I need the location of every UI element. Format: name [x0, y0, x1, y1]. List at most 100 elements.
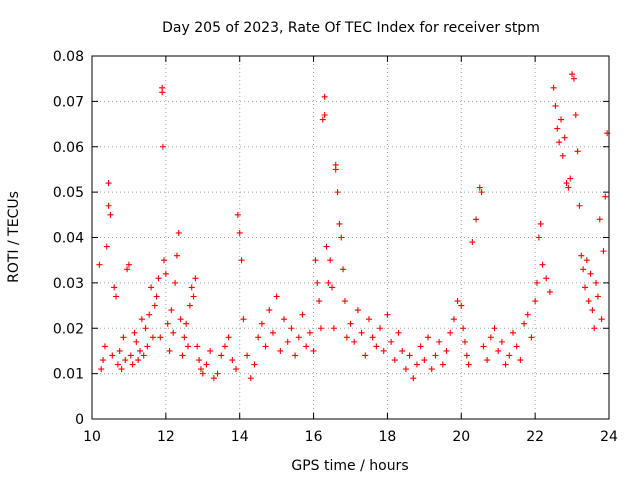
data-point — [569, 71, 576, 78]
data-point — [109, 352, 116, 359]
data-point — [587, 270, 594, 277]
data-point — [140, 352, 147, 359]
x-tick-label: 24 — [600, 429, 618, 445]
data-point — [159, 84, 166, 91]
data-point — [484, 357, 491, 364]
y-tick-label: 0.01 — [53, 367, 84, 383]
data-point — [550, 84, 557, 91]
data-point — [321, 111, 328, 118]
data-point — [299, 311, 306, 318]
data-point — [473, 216, 480, 223]
data-point — [428, 366, 435, 373]
data-point — [177, 316, 184, 323]
data-point — [214, 370, 221, 377]
data-point — [292, 352, 299, 359]
data-point — [186, 302, 193, 309]
axis-ticks: 10 12 14 16 18 20 22 24 0 0.01 0.02 0.03 0.04 0.05 0.0… — [53, 49, 618, 445]
data-point — [100, 357, 107, 364]
data-point — [524, 311, 531, 318]
data-point — [377, 325, 384, 332]
data-point — [170, 329, 177, 336]
data-point — [303, 343, 310, 350]
data-point — [107, 211, 114, 218]
data-point — [406, 352, 413, 359]
data-point — [521, 320, 528, 327]
data-point — [210, 375, 217, 382]
data-point — [306, 329, 313, 336]
data-point — [533, 279, 540, 286]
data-point — [199, 370, 206, 377]
data-point — [188, 284, 195, 291]
x-tick-label: 22 — [526, 429, 544, 445]
data-point — [185, 343, 192, 350]
x-tick-label: 16 — [305, 429, 323, 445]
data-point — [358, 329, 365, 336]
data-point — [240, 316, 247, 323]
grid-lines — [92, 56, 609, 419]
data-point — [365, 316, 372, 323]
data-point — [105, 180, 112, 187]
data-point — [159, 143, 166, 150]
data-point — [238, 257, 245, 264]
y-tick-label: 0.06 — [53, 140, 84, 156]
data-point — [314, 279, 321, 286]
data-point — [179, 352, 186, 359]
data-point — [98, 366, 105, 373]
data-point — [570, 75, 577, 82]
data-point — [295, 334, 302, 341]
data-point — [461, 338, 468, 345]
data-point — [323, 243, 330, 250]
data-point — [319, 116, 326, 123]
data-point — [458, 302, 465, 309]
data-point — [450, 316, 457, 323]
data-point — [463, 352, 470, 359]
data-point — [155, 275, 162, 282]
data-point — [539, 261, 546, 268]
data-point — [594, 293, 601, 300]
data-point — [498, 338, 505, 345]
data-point — [175, 229, 182, 236]
data-point — [436, 338, 443, 345]
data-point — [583, 257, 590, 264]
data-point — [432, 352, 439, 359]
data-point — [258, 320, 265, 327]
data-point — [229, 357, 236, 364]
data-point — [173, 252, 180, 259]
data-point — [192, 275, 199, 282]
data-point — [338, 234, 345, 241]
data-point — [312, 257, 319, 264]
data-point — [116, 347, 123, 354]
data-point — [563, 180, 570, 187]
data-point — [329, 284, 336, 291]
data-point — [557, 116, 564, 123]
x-tick-label: 12 — [157, 429, 175, 445]
data-point — [578, 252, 585, 259]
data-point — [476, 184, 483, 191]
data-point — [421, 357, 428, 364]
data-point — [255, 334, 262, 341]
data-point — [561, 134, 568, 141]
data-point — [417, 343, 424, 350]
data-point — [221, 343, 228, 350]
data-point — [138, 316, 145, 323]
y-tick-label: 0 — [75, 412, 84, 428]
data-points — [96, 71, 611, 382]
data-point — [96, 261, 103, 268]
data-point — [218, 352, 225, 359]
data-point — [133, 338, 140, 345]
data-point — [506, 352, 513, 359]
data-point — [321, 93, 328, 100]
data-point — [135, 357, 142, 364]
chart-title: Day 205 of 2023, Rate Of TEC Index for r… — [162, 20, 540, 36]
data-point — [105, 202, 112, 209]
data-point — [284, 338, 291, 345]
data-point — [157, 334, 164, 341]
data-point — [164, 320, 171, 327]
y-tick-label: 0.04 — [53, 231, 84, 247]
data-point — [234, 211, 241, 218]
data-point — [124, 266, 131, 273]
y-tick-label: 0.03 — [53, 276, 84, 292]
data-point — [395, 329, 402, 336]
data-point — [196, 357, 203, 364]
data-point — [247, 375, 254, 382]
